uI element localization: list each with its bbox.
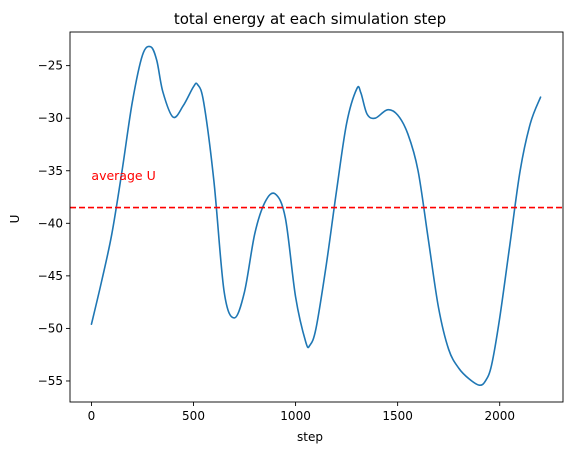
y-tick-label: −40 — [38, 216, 63, 230]
average-annotation: average U — [91, 168, 155, 183]
chart-title: total energy at each simulation step — [174, 10, 446, 28]
x-tick-label: 0 — [88, 409, 96, 423]
series-line-0 — [90, 45, 542, 387]
x-tick-label: 1500 — [382, 409, 413, 423]
x-axis-label: step — [297, 430, 323, 444]
y-tick-label: −30 — [38, 111, 63, 125]
axes: 0 500 1000 1500 2000 −55 −50 −45 −40 −35 −30 −25 — [38, 31, 564, 423]
x-tick-label: 500 — [182, 409, 205, 423]
y-tick-label: −25 — [38, 59, 63, 73]
y-axis-label: U — [8, 215, 22, 224]
plot-frame — [69, 31, 564, 403]
plot-area: average U — [70, 45, 563, 387]
y-tick-label: −55 — [38, 374, 63, 388]
y-tick-label: −35 — [38, 164, 63, 178]
x-tick-label: 1000 — [280, 409, 311, 423]
x-tick-label: 2000 — [484, 409, 515, 423]
y-tick-label: −50 — [38, 321, 63, 335]
y-tick-label: −45 — [38, 269, 63, 283]
